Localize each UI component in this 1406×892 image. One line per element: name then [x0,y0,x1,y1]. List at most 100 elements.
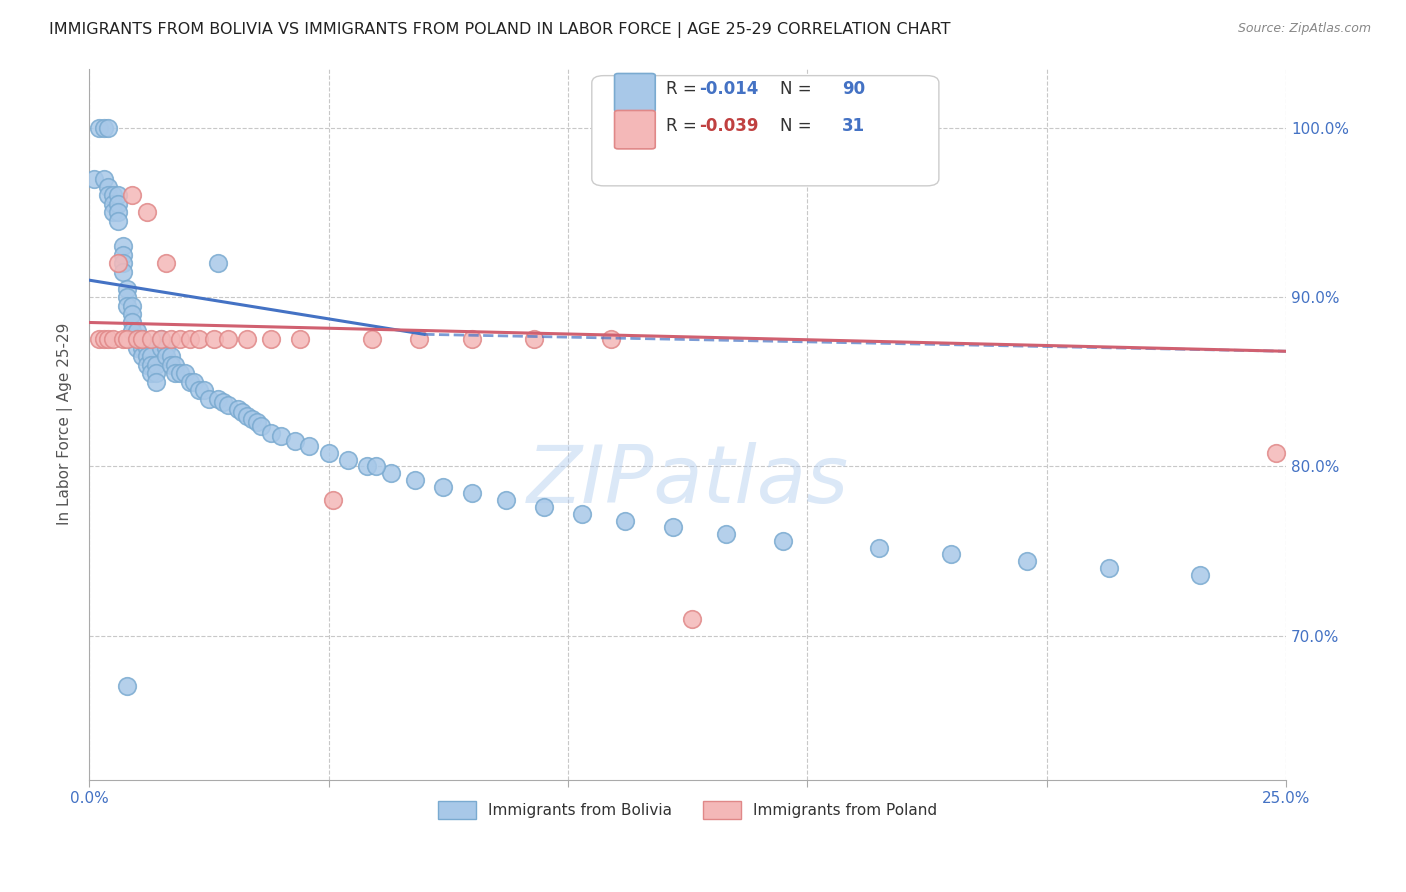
Point [131,333,153,347]
Point [169,366,191,380]
Text: ZIPatlas: ZIPatlas [526,442,849,520]
Point [207,392,229,406]
Point [179,333,201,347]
Point [188,333,211,347]
Point [298,439,321,453]
Point [380,466,402,480]
Point [217,333,239,347]
Point [366,459,388,474]
Point [183,375,205,389]
Point [145,358,167,372]
Point [226,401,249,416]
Point [107,188,129,202]
Point [111,265,134,279]
Point [1098,561,1121,575]
Point [111,248,134,262]
Point [212,395,235,409]
Point [231,405,253,419]
Point [202,333,225,347]
Point [174,366,197,380]
Point [939,548,962,562]
Point [236,409,259,423]
Point [107,214,129,228]
Point [600,333,623,347]
Point [165,358,187,372]
Text: N =: N = [780,117,811,136]
Point [87,120,110,135]
Point [83,171,105,186]
Point [250,418,273,433]
Point [93,333,115,347]
Point [336,452,359,467]
Point [246,416,269,430]
Point [217,399,239,413]
FancyBboxPatch shape [592,76,939,186]
Point [169,333,191,347]
Point [125,333,148,347]
Point [188,383,211,397]
Point [101,197,124,211]
Text: -0.039: -0.039 [700,117,759,136]
Point [141,366,163,380]
FancyBboxPatch shape [614,111,655,149]
Text: R =: R = [666,80,702,98]
FancyBboxPatch shape [614,73,655,112]
Text: Source: ZipAtlas.com: Source: ZipAtlas.com [1237,22,1371,36]
Point [714,527,737,541]
Text: R =: R = [666,117,702,136]
Point [125,333,148,347]
Point [87,333,110,347]
Point [145,366,167,380]
Point [125,341,148,355]
Point [165,366,187,380]
Point [101,205,124,219]
Point [868,541,890,555]
Point [117,680,139,694]
Point [141,358,163,372]
Point [1265,446,1288,460]
Point [207,256,229,270]
Point [318,446,340,460]
Point [97,188,120,202]
Point [571,507,593,521]
Point [93,120,115,135]
Point [141,349,163,363]
Point [107,197,129,211]
Point [131,333,153,347]
Point [149,341,172,355]
Point [408,333,430,347]
Point [236,333,259,347]
Point [121,324,143,338]
Point [111,333,134,347]
Point [614,514,637,528]
Point [117,299,139,313]
Point [97,180,120,194]
Point [97,333,120,347]
Point [523,333,546,347]
Point [141,333,163,347]
Point [1188,567,1211,582]
Point [111,239,134,253]
Point [240,412,263,426]
Point [1017,554,1039,568]
Y-axis label: In Labor Force | Age 25-29: In Labor Force | Age 25-29 [58,323,73,525]
Point [260,333,283,347]
Point [131,349,153,363]
Point [681,612,703,626]
Point [97,120,120,135]
Point [149,333,172,347]
Point [135,205,157,219]
Point [93,171,115,186]
Point [135,349,157,363]
Point [360,333,382,347]
Point [461,333,484,347]
Point [107,205,129,219]
Text: N =: N = [780,80,811,98]
Point [125,324,148,338]
Point [121,307,143,321]
Point [155,341,177,355]
Point [145,375,167,389]
Point [117,290,139,304]
Legend: Immigrants from Bolivia, Immigrants from Poland: Immigrants from Bolivia, Immigrants from… [432,795,943,825]
Point [159,358,181,372]
